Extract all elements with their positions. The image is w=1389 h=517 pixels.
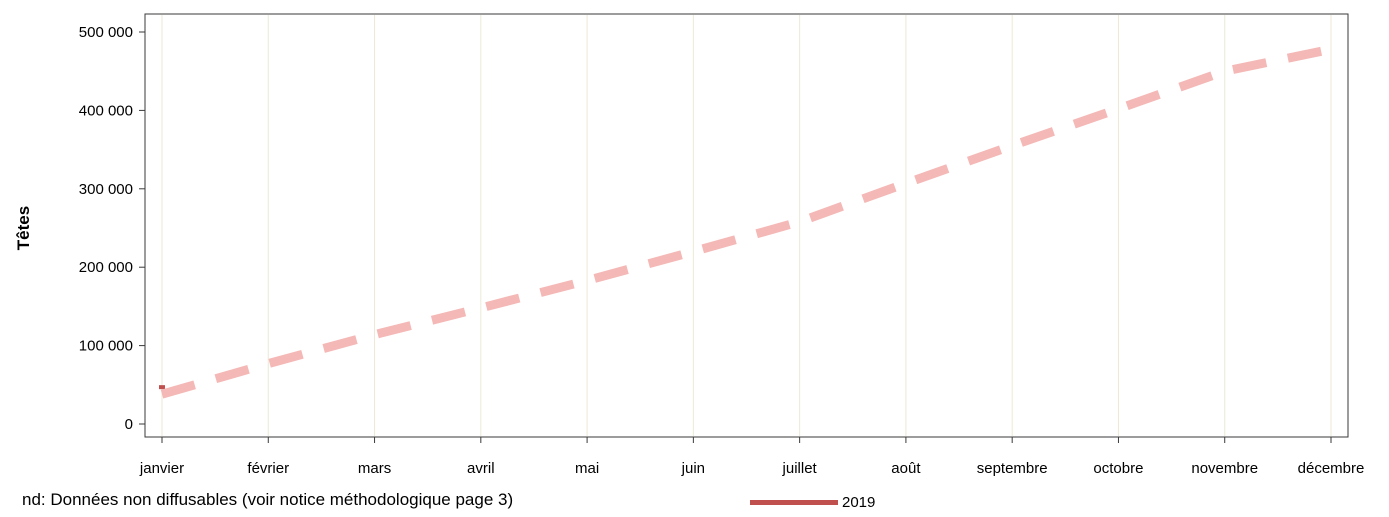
y-axis: 0 100 000 200 000 300 000 400 000 500 000 bbox=[79, 24, 145, 433]
legend-swatch-2019 bbox=[750, 500, 838, 505]
y-tick-label-0: 0 bbox=[125, 416, 133, 433]
grid-lines bbox=[161, 15, 1332, 436]
x-tick-label-0: janvier bbox=[139, 460, 184, 477]
x-tick-label-1: février bbox=[247, 460, 289, 477]
y-tick-label-2: 200 000 bbox=[79, 259, 133, 276]
x-tick-label-11: décembre bbox=[1298, 460, 1365, 477]
legend-label-2019: 2019 bbox=[842, 494, 876, 511]
x-tick-label-5: juin bbox=[681, 460, 705, 477]
y-tick-label-1: 100 000 bbox=[79, 338, 133, 355]
x-tick-label-9: octobre bbox=[1093, 460, 1143, 477]
y-tick-label-3: 300 000 bbox=[79, 181, 133, 198]
x-tick-label-10: novembre bbox=[1191, 460, 1258, 477]
y-axis-title: Têtes bbox=[14, 206, 33, 250]
legend: 2019 bbox=[750, 494, 875, 511]
x-tick-label-8: septembre bbox=[977, 460, 1048, 477]
x-tick-label-6: juillet bbox=[782, 460, 818, 477]
x-tick-label-7: août bbox=[891, 460, 921, 477]
x-tick-label-4: mai bbox=[575, 460, 599, 477]
x-axis: janvier février mars avril mai juin juillet aoû… bbox=[139, 437, 1364, 477]
plot-frame bbox=[144, 13, 1349, 438]
y-tick-label-4: 400 000 bbox=[79, 102, 133, 119]
x-tick-label-2: mars bbox=[358, 460, 391, 477]
series-group bbox=[159, 44, 1332, 399]
series-dashed-line bbox=[160, 44, 1332, 399]
y-tick-label-5: 500 000 bbox=[79, 24, 133, 41]
x-tick-label-3: avril bbox=[467, 460, 495, 477]
footnote: nd: Données non diffusables (voir notice… bbox=[22, 490, 514, 509]
